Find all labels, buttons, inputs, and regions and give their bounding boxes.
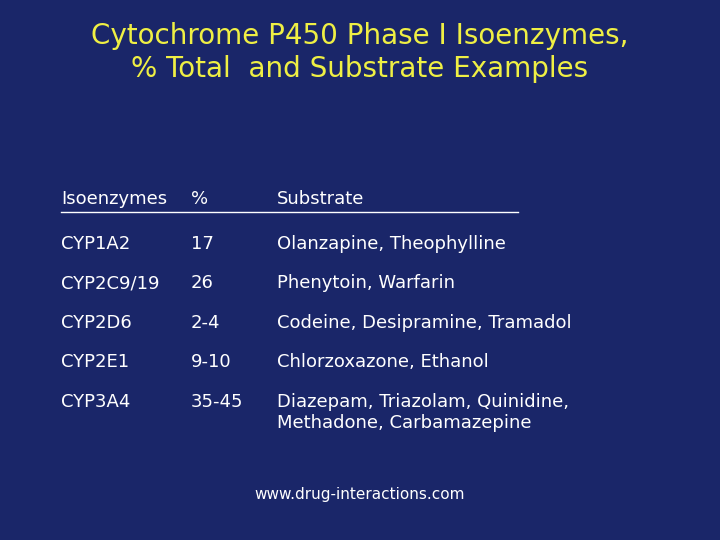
- Text: 35-45: 35-45: [191, 393, 243, 410]
- Text: CYP1A2: CYP1A2: [61, 235, 130, 253]
- Text: www.drug-interactions.com: www.drug-interactions.com: [255, 487, 465, 502]
- Text: 17: 17: [191, 235, 214, 253]
- Text: 2-4: 2-4: [191, 314, 220, 332]
- Text: CYP2C9/19: CYP2C9/19: [61, 274, 160, 292]
- Text: Chlorzoxazone, Ethanol: Chlorzoxazone, Ethanol: [277, 353, 489, 371]
- Text: CYP2E1: CYP2E1: [61, 353, 130, 371]
- Text: Substrate: Substrate: [277, 190, 364, 208]
- Text: 9-10: 9-10: [191, 353, 231, 371]
- Text: Phenytoin, Warfarin: Phenytoin, Warfarin: [277, 274, 455, 292]
- Text: Codeine, Desipramine, Tramadol: Codeine, Desipramine, Tramadol: [277, 314, 572, 332]
- Text: 26: 26: [191, 274, 214, 292]
- Text: Isoenzymes: Isoenzymes: [61, 190, 167, 208]
- Text: CYP2D6: CYP2D6: [61, 314, 132, 332]
- Text: %: %: [191, 190, 208, 208]
- Text: Diazepam, Triazolam, Quinidine,
Methadone, Carbamazepine: Diazepam, Triazolam, Quinidine, Methadon…: [277, 393, 570, 432]
- Text: Olanzapine, Theophylline: Olanzapine, Theophylline: [277, 235, 506, 253]
- Text: Cytochrome P450 Phase I Isoenzymes,
% Total  and Substrate Examples: Cytochrome P450 Phase I Isoenzymes, % To…: [91, 22, 629, 83]
- Text: CYP3A4: CYP3A4: [61, 393, 130, 410]
